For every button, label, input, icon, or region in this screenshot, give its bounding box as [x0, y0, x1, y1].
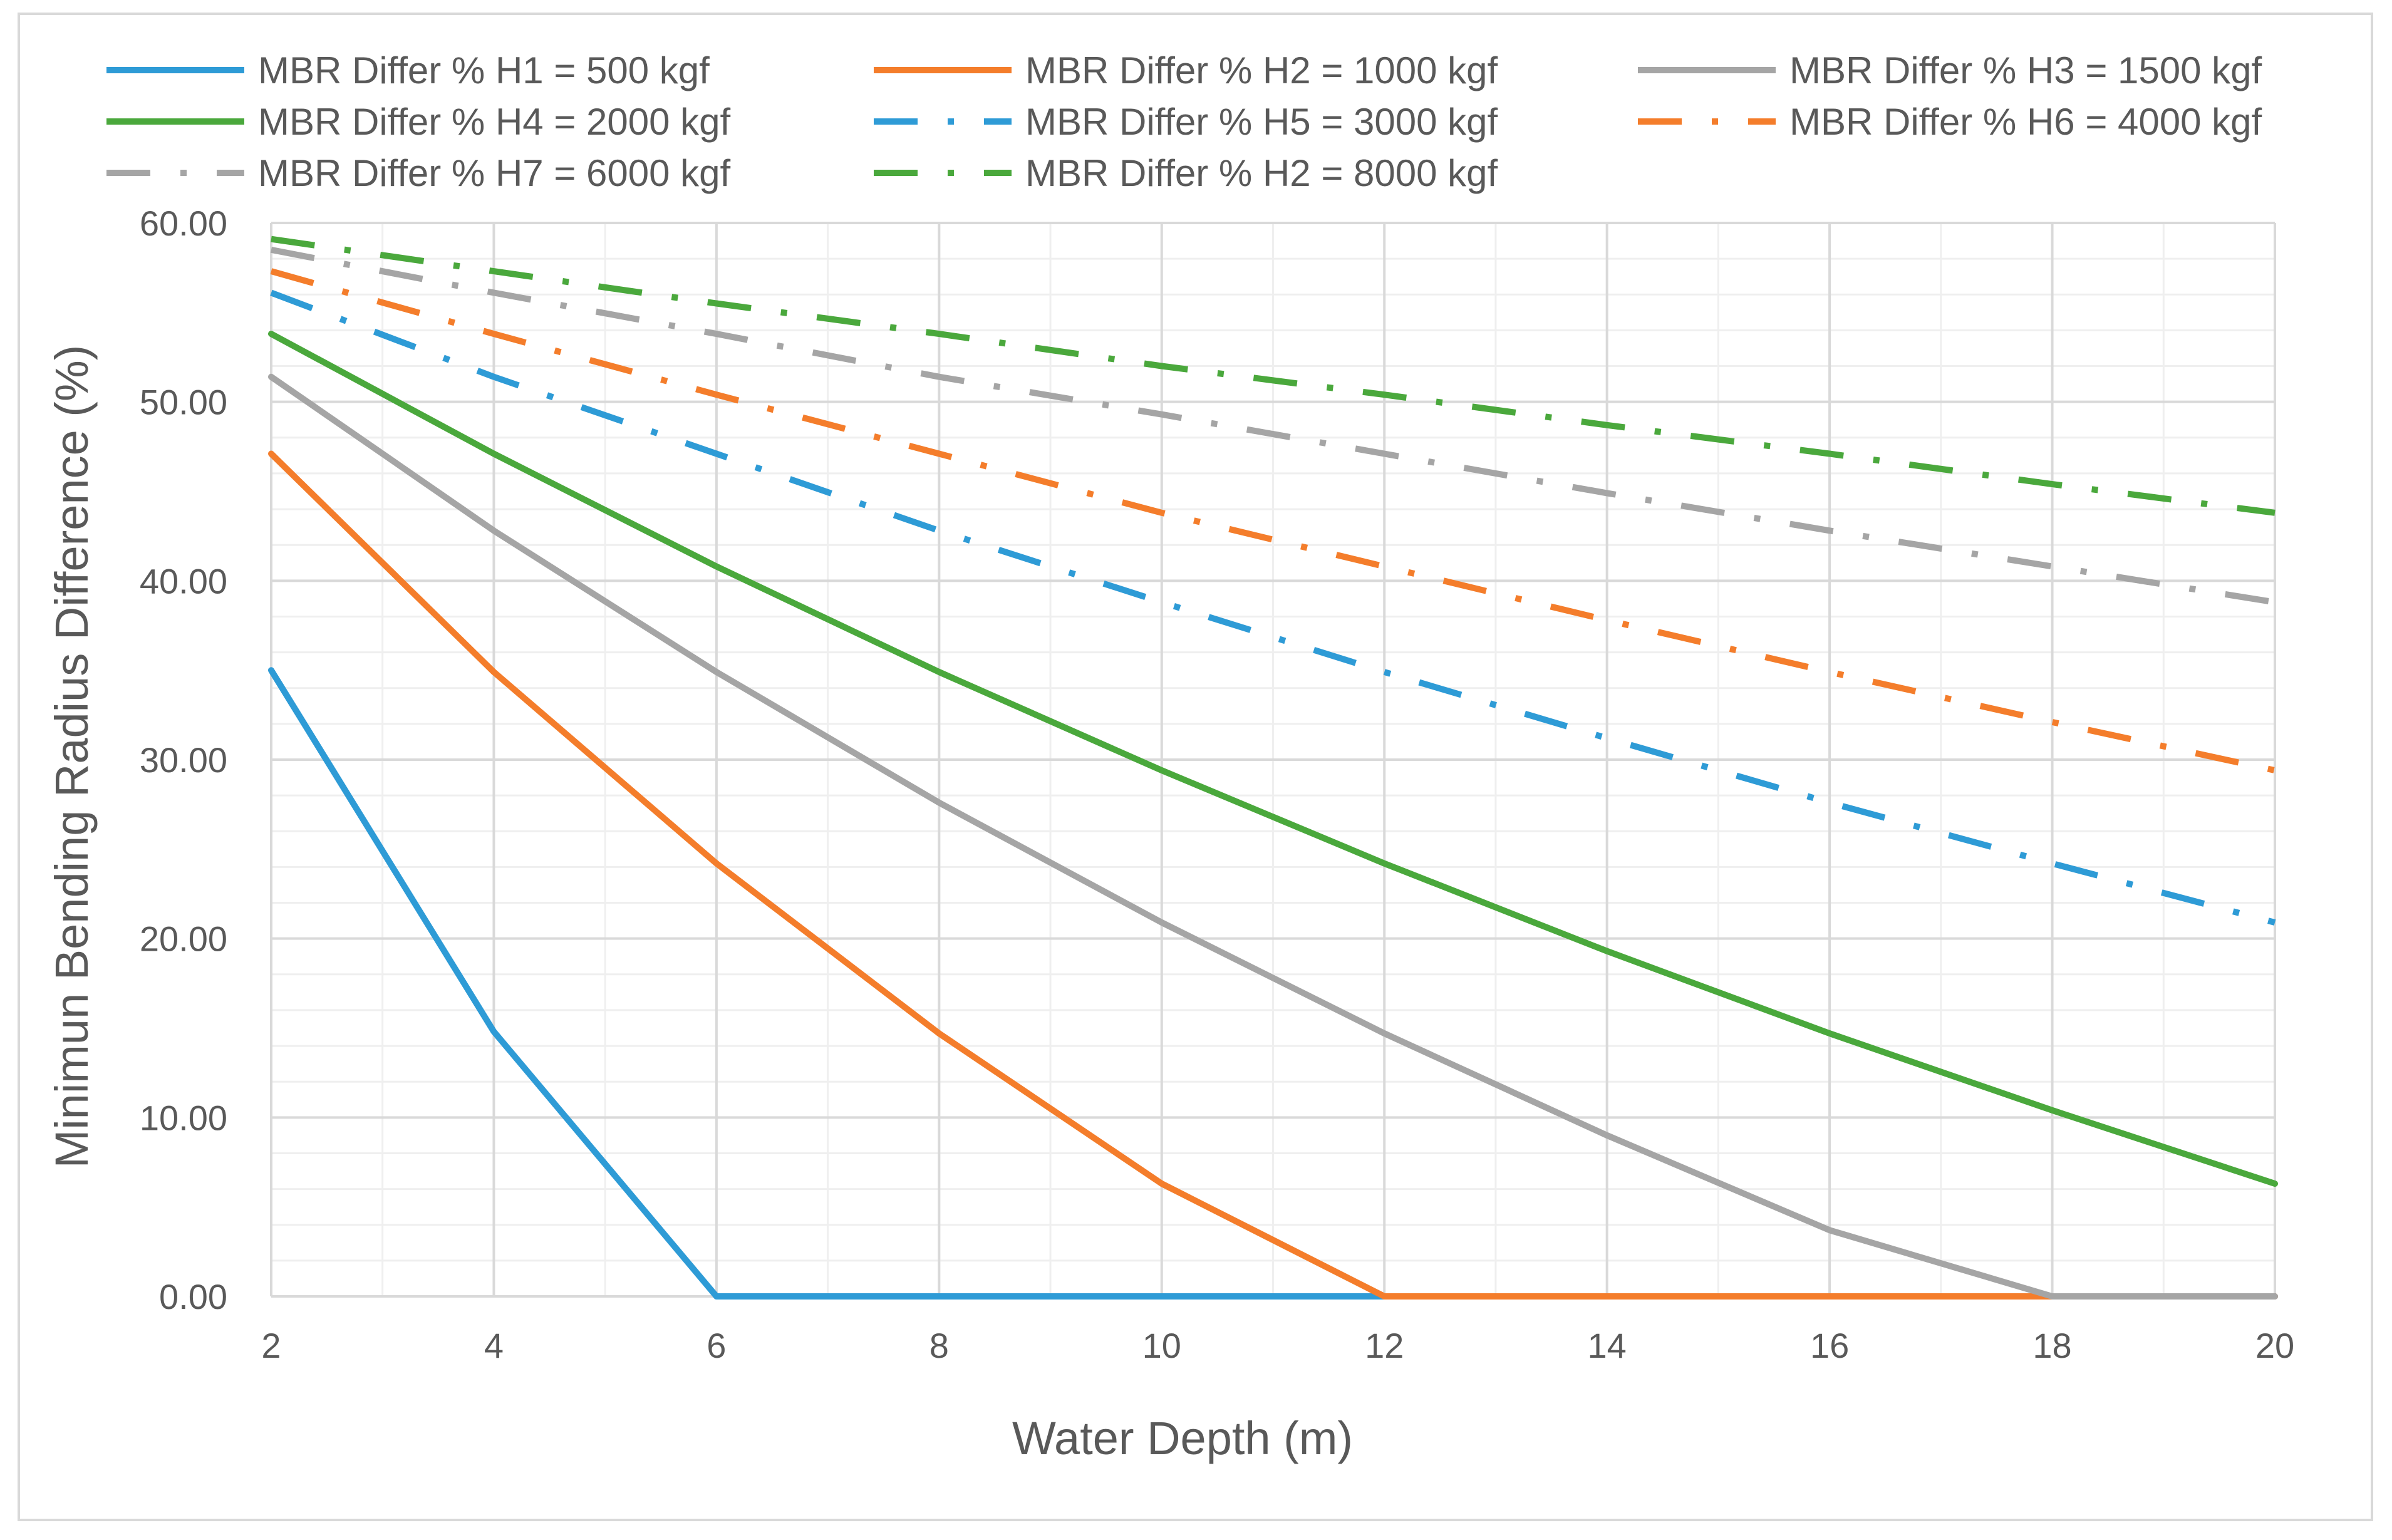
- series-line-2: [268, 450, 2278, 1300]
- y-tick-label: 30.00: [140, 740, 227, 780]
- x-tick-label: 10: [1142, 1326, 1181, 1365]
- x-tick-label: 4: [484, 1326, 504, 1365]
- series-line-5: [270, 289, 2276, 926]
- y-tick-label: 20.00: [140, 919, 227, 959]
- legend-label-1: MBR Differ % H1 = 500 kgf: [258, 49, 710, 91]
- x-tick-label: 6: [707, 1326, 726, 1365]
- legend-label-5: MBR Differ % H5 = 3000 kgf: [1025, 101, 1498, 143]
- y-tick-label: 50.00: [140, 383, 227, 422]
- legend-label-3: MBR Differ % H3 = 1500 kgf: [1789, 49, 2262, 91]
- series-lines: [268, 235, 2278, 1300]
- x-tick-label: 18: [2032, 1326, 2071, 1365]
- series-line-3: [268, 373, 2278, 1300]
- axes: 2 4 6 8 10 12 14 16 18 20 0.00 10.00 20.00 30.00 40.00…: [140, 204, 2294, 1365]
- y-axis-title: Minimun Bending Radius Difference (%): [46, 345, 98, 1169]
- x-tick-label: 16: [1810, 1326, 1849, 1365]
- x-tick-label: 12: [1365, 1326, 1404, 1365]
- legend-label-8: MBR Differ % H2 = 8000 kgf: [1025, 152, 1498, 194]
- series-line-7: [271, 246, 2276, 606]
- y-tick-label: 40.00: [140, 561, 227, 601]
- series-line-6: [270, 268, 2276, 773]
- grid: [270, 222, 2276, 1298]
- legend-label-4: MBR Differ % H4 = 2000 kgf: [258, 101, 731, 143]
- legend: MBR Differ % H1 = 500 kgf MBR Differ % H2…: [106, 49, 2262, 194]
- x-tick-label: 20: [2255, 1326, 2294, 1365]
- legend-label-2: MBR Differ % H2 = 1000 kgf: [1025, 49, 1498, 91]
- y-tick-label: 10.00: [140, 1098, 227, 1137]
- x-tick-label: 14: [1588, 1326, 1627, 1365]
- chart-frame: [18, 13, 2373, 1521]
- y-tick-label: 0.00: [159, 1277, 227, 1316]
- legend-label-6: MBR Differ % H6 = 4000 kgf: [1789, 101, 2262, 143]
- y-tick-label: 60.00: [140, 204, 227, 243]
- x-tick-label: 8: [929, 1326, 949, 1365]
- series-line-4: [268, 331, 2278, 1187]
- x-tick-label: 2: [261, 1326, 281, 1365]
- series-line-8: [271, 235, 2276, 516]
- x-axis-title: Water Depth (m): [1012, 1412, 1353, 1464]
- legend-label-7: MBR Differ % H7 = 6000 kgf: [258, 152, 731, 194]
